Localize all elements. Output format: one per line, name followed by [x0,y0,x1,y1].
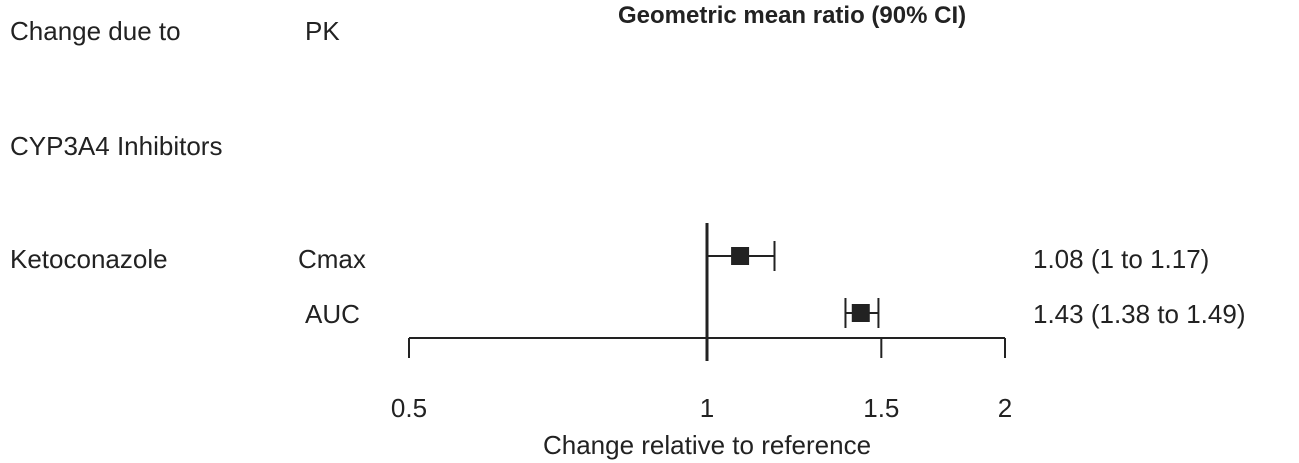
x-tick-label: 2 [998,393,1012,423]
row-param-auc: AUC [305,299,360,329]
ci-text-cmax: 1.08 (1 to 1.17) [1033,244,1210,274]
header-pk: PK [305,16,340,46]
header-change-due-to: Change due to [10,16,181,46]
x-axis-label: Change relative to reference [543,430,871,460]
ci-text-auc: 1.43 (1.38 to 1.49) [1033,299,1246,329]
x-tick-label: 1 [700,393,714,423]
x-axis-ticks: 0.5 1 1.5 2 [391,338,1012,423]
ci-row-cmax [706,241,776,271]
x-tick-label: 1.5 [863,393,899,423]
point-estimate-marker [851,304,870,322]
ci-marks [706,241,880,328]
ci-row-auc [844,298,880,328]
point-estimate-marker [731,247,750,265]
row-param-cmax: Cmax [298,244,366,274]
group-label: CYP3A4 Inhibitors [10,131,223,161]
x-tick-label: 0.5 [391,393,427,423]
chart-title: Geometric mean ratio (90% CI) [618,2,967,29]
row-group-label: Ketoconazole [10,244,168,274]
